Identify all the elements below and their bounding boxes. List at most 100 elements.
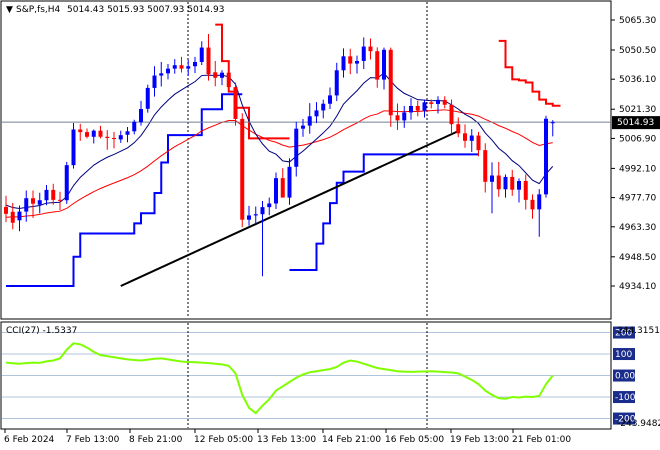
time-label: 6 Feb 2024 (4, 435, 55, 445)
candle-body (341, 56, 346, 71)
candle-body (226, 72, 231, 88)
candle-body (402, 112, 407, 121)
candle-body (159, 73, 164, 76)
price-label: 4934.10 (619, 282, 656, 292)
candle-body (483, 150, 488, 182)
candle-body (375, 51, 380, 80)
ema-fast-line (5, 72, 554, 210)
cci-level-label: -100 (615, 393, 636, 403)
cci-panel[interactable] (0, 321, 612, 430)
cci-level-label: 0.00 (615, 372, 635, 382)
candle-body (193, 61, 197, 67)
candle-body (334, 70, 339, 96)
ohlc-readout: 5014.43 5015.93 5007.93 5014.93 (67, 5, 224, 15)
candle-body (510, 176, 515, 190)
candle-body (71, 129, 76, 166)
candle-body (537, 194, 542, 210)
candle-body (368, 46, 373, 52)
candle-body (490, 175, 494, 182)
candle-body (31, 198, 35, 204)
candle-body (85, 132, 89, 137)
candle-body (422, 102, 427, 111)
time-label: 7 Feb 13:00 (66, 435, 120, 445)
candle-body (105, 136, 110, 138)
candle-body (429, 102, 434, 104)
candle-body (260, 207, 265, 215)
candle-body (213, 72, 218, 78)
cci-level-label: 100 (615, 350, 632, 360)
candle-body (436, 99, 440, 104)
candle-body (442, 99, 447, 105)
cci-level-tag (613, 391, 635, 404)
candle-body (10, 211, 15, 223)
candle-body (382, 49, 386, 80)
candle-body (355, 60, 359, 64)
candle-body (348, 56, 353, 64)
candle-body (449, 104, 454, 125)
candle-body (361, 46, 366, 61)
symbol-label: S&P,fs,H4 (16, 5, 61, 15)
chart-menu-icon[interactable]: ▼ (6, 5, 13, 15)
candle-body (118, 135, 123, 140)
candle-body (294, 128, 299, 167)
candle-body (253, 214, 258, 216)
time-label: 12 Feb 05:00 (194, 435, 253, 445)
candle-body (206, 47, 211, 75)
main-panel[interactable] (0, 0, 612, 320)
candle-body (78, 129, 83, 133)
candle-body (395, 115, 400, 121)
cci-scale-top: 244.3151 (617, 326, 660, 336)
current-price-tag: 5014.93 (612, 116, 660, 130)
support-trendline[interactable] (120, 130, 459, 287)
candle-body (530, 199, 535, 210)
candle-body (301, 125, 305, 129)
cci-line (5, 342, 554, 415)
candle-body (287, 166, 292, 198)
candle-body (463, 133, 467, 141)
candle-body (186, 66, 191, 69)
price-label: 5021.30 (619, 105, 656, 115)
candle-body (98, 130, 103, 137)
candle-body (321, 103, 326, 111)
cci-level-tag (613, 369, 635, 382)
cci-level-tag (613, 348, 635, 361)
candle-body (388, 49, 393, 116)
candle-body (503, 176, 508, 190)
candle-body (267, 203, 272, 208)
candle-body (220, 72, 224, 78)
trailing-stop-up (289, 153, 479, 271)
candle-body (415, 105, 420, 111)
cci-scale-bottom: -243.9482 (617, 419, 660, 429)
cci-level-tag (613, 326, 635, 339)
candle-body (550, 122, 555, 124)
candle-body (152, 75, 157, 88)
candle-body (24, 198, 29, 212)
candle-body (166, 68, 170, 74)
candle-body (307, 116, 312, 126)
candle-body (58, 199, 62, 201)
candle-body (64, 165, 69, 201)
candle-body (496, 175, 501, 190)
candle-body (112, 137, 116, 140)
candle-body (17, 211, 22, 221)
candle-body (4, 206, 8, 214)
candle-body (247, 215, 251, 220)
svg-text:5014.93: 5014.93 (617, 118, 654, 128)
cci-level-tag (613, 412, 635, 425)
candle-body (37, 200, 42, 205)
time-label: 13 Feb 13:00 (257, 435, 316, 445)
candle-body (476, 135, 481, 151)
time-label: 8 Feb 21:00 (129, 435, 183, 445)
candle-body (274, 178, 278, 204)
ema-slow-line (5, 109, 553, 218)
candle-body (179, 65, 184, 69)
price-label: 5006.90 (619, 134, 656, 144)
candle-body (132, 121, 137, 132)
candle-body (517, 180, 521, 190)
candle-body (172, 65, 177, 69)
cci-label: CCI(27) -1.5337 (6, 326, 77, 336)
candle-body (91, 130, 96, 137)
candle-body (44, 189, 49, 201)
time-label: 14 Feb 21:00 (322, 435, 381, 445)
